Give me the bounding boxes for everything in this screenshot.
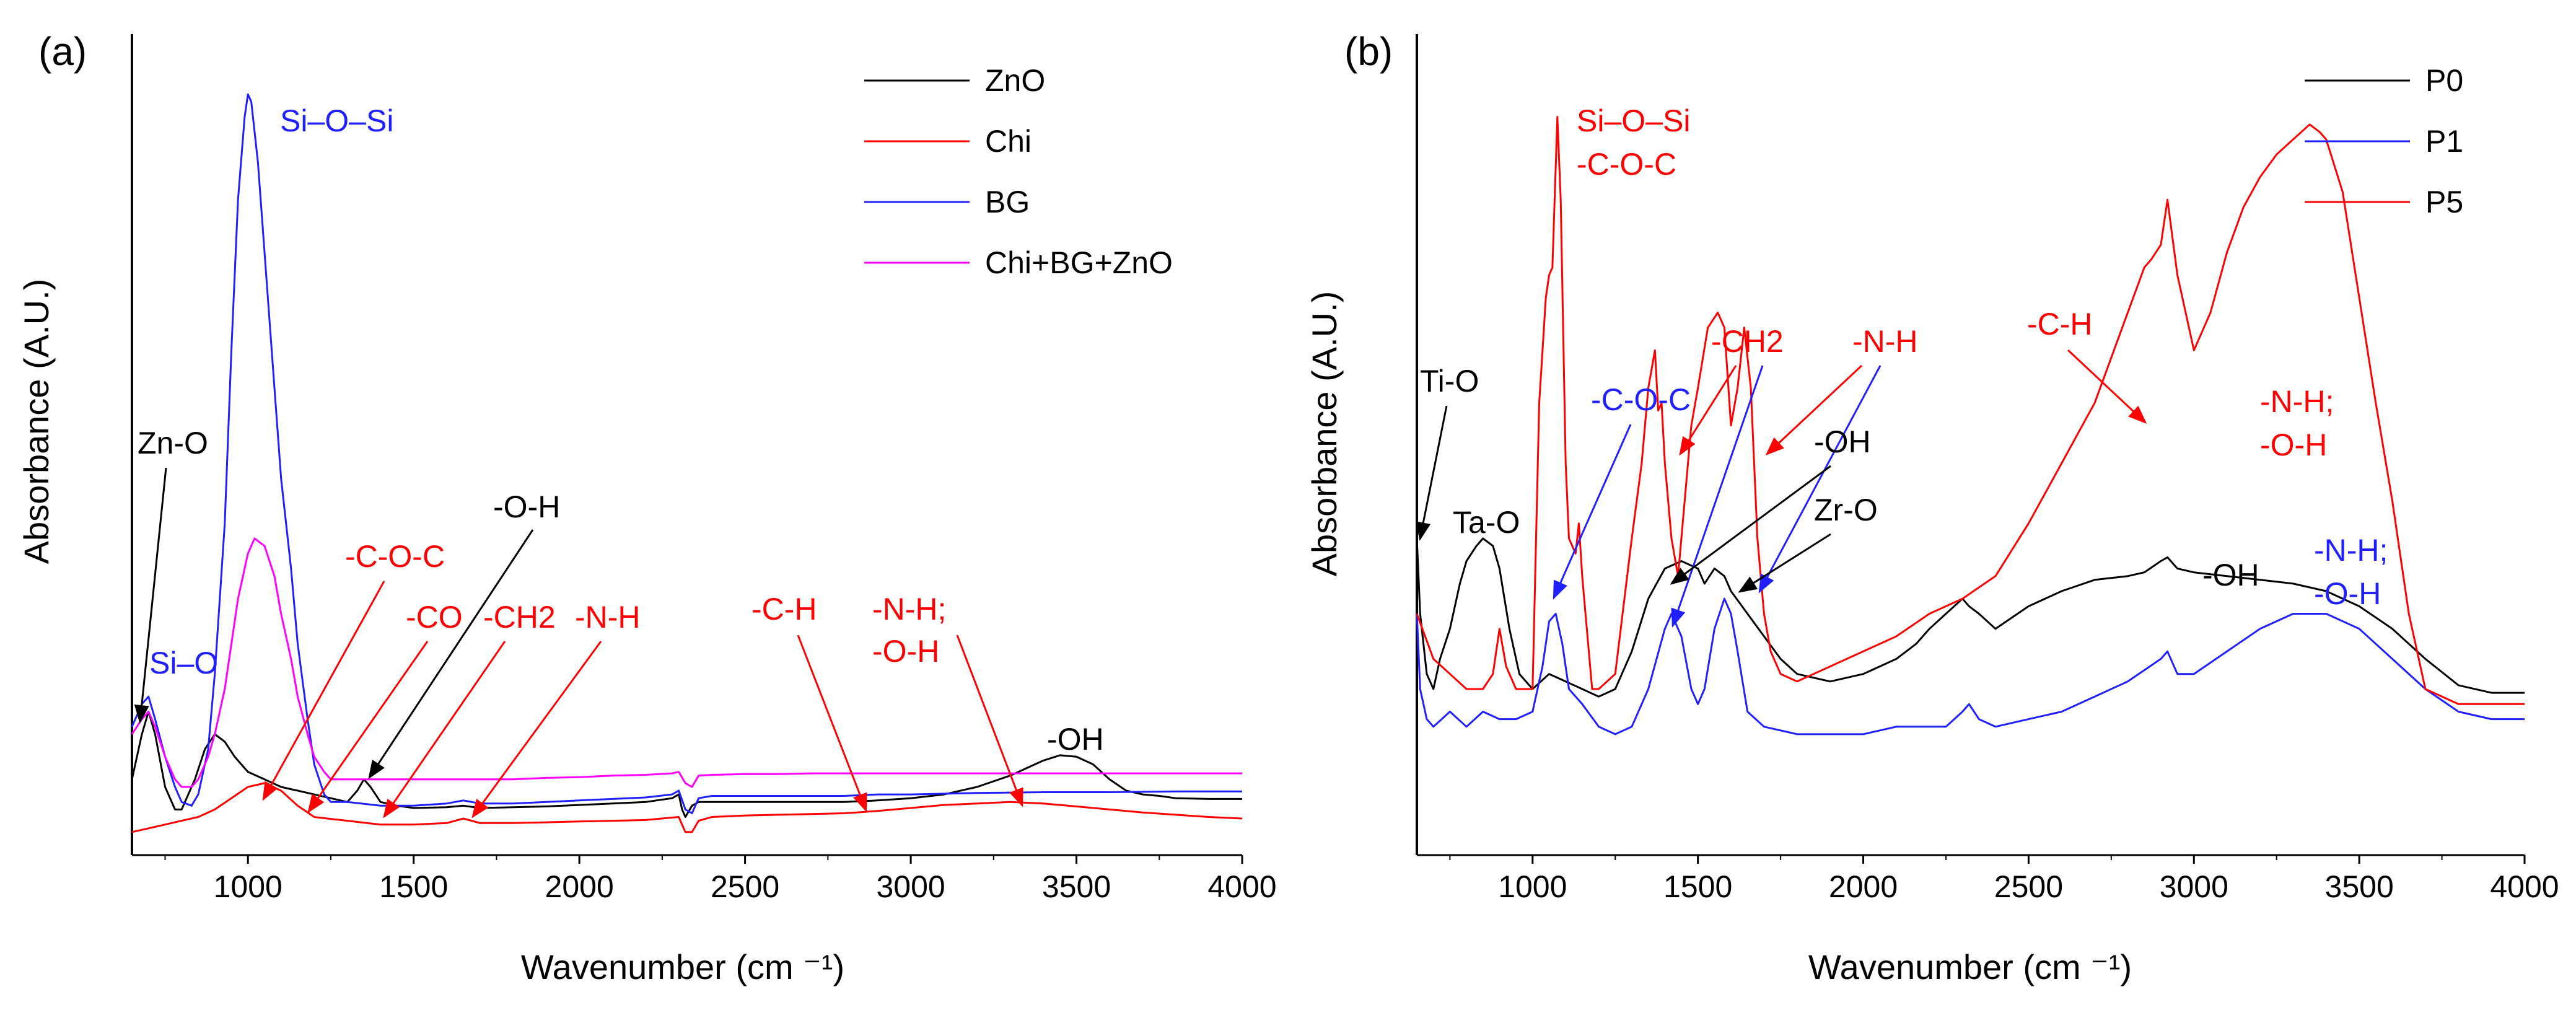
legend-label-p5: P5 — [2425, 185, 2463, 219]
arrow-ch2-a — [383, 641, 506, 819]
annotation-oh-a: -OH — [1047, 722, 1104, 757]
arrow-ti-o — [1416, 405, 1448, 541]
annotation-c-h-b: -C-H — [2027, 307, 2093, 341]
annotation-o-h-red-a: -O-H — [872, 634, 939, 669]
annotation-n-h-semicolon-blue-b: -N-H; — [2314, 533, 2388, 568]
x-axis-title-a: Wavenumber (cm ⁻¹) — [521, 947, 844, 986]
annotation-o-h-a: -O-H — [493, 490, 560, 524]
legend-label-bg: BG — [985, 185, 1030, 219]
arrow-c-h-a — [797, 635, 867, 812]
arrow-ch2-red-b — [1679, 365, 1737, 456]
x-tick-label-b-0: 1000 — [1498, 869, 1567, 904]
arrow-n-h-blue-b — [1758, 365, 1882, 594]
series-line-a-chi — [131, 782, 1243, 833]
legend-label-chi-bg-zno: Chi+BG+ZnO — [985, 245, 1173, 280]
annotation-si-o: Si–O — [149, 646, 218, 680]
annotation-zr-o: Zr-O — [1814, 493, 1878, 527]
panel-label-b: (b) — [1344, 29, 1393, 74]
x-tick-label-a-6: 4000 — [1207, 869, 1276, 904]
annotation-ti-o: Ti-O — [1420, 364, 1479, 398]
annotation-oh-black-b: -OH — [1814, 424, 1871, 459]
annotation-zn-o: Zn-O — [138, 426, 208, 460]
x-tick-label-a-0: 1000 — [214, 869, 283, 904]
x-tick-label-a-1: 1500 — [379, 869, 448, 904]
arrow-c-h-b — [2067, 349, 2147, 424]
annotation-si-o-si-b: Si–O–Si — [1577, 103, 1690, 138]
annotation-co-a: -CO — [406, 600, 463, 635]
legend-b: P0 P1 P5 — [2305, 63, 2463, 219]
x-tick-label-a-3: 2500 — [711, 869, 779, 904]
arrow-o-h-a — [368, 529, 534, 779]
legend-label-p1: P1 — [2425, 124, 2463, 159]
annotation-c-o-c-a: -C-O-C — [345, 539, 445, 574]
series-line-b-p0 — [1416, 537, 2525, 698]
x-tick-label-b-3: 2500 — [1994, 869, 2063, 904]
legend-label-p0: P0 — [2425, 63, 2463, 98]
series-line-a-chi-bg-zno — [131, 537, 1242, 788]
series-group-b — [1416, 116, 2525, 736]
annotation-ch2-a: -CH2 — [483, 600, 556, 635]
arrow-n-h-o-h-a — [956, 635, 1023, 807]
annotation-o-h-blue-b: -O-H — [2314, 576, 2381, 611]
arrow-zn-o — [134, 467, 167, 724]
plot-area-b: 1000 1500 2000 2500 3000 3500 4000 — [1416, 34, 2559, 904]
annotation-ta-o: Ta-O — [1453, 505, 1520, 540]
panel-label-a: (a) — [38, 29, 87, 74]
series-line-b-p5 — [1416, 116, 2525, 705]
arrow-n-h-a — [471, 641, 602, 819]
plot-area-a: 1000 1500 2000 2500 3000 3500 4000 — [131, 34, 1277, 904]
series-line-b-p1 — [1416, 597, 2525, 736]
annotation-n-h-a: -N-H — [575, 600, 641, 635]
annotation-si-o-si-a: Si–O–Si — [280, 103, 393, 138]
x-ticks-b: 1000 1500 2000 2500 3000 3500 4000 — [1449, 855, 2559, 904]
x-tick-label-b-4: 3000 — [2160, 869, 2228, 904]
arrow-c-o-c-blue-b — [1553, 424, 1632, 600]
annotation-c-o-c-red-b: -C-O-C — [1577, 147, 1676, 182]
annotation-n-h-semicolon-red-b: -N-H; — [2260, 384, 2334, 419]
x-tick-label-a-4: 3000 — [876, 869, 945, 904]
x-tick-label-b-6: 4000 — [2490, 869, 2559, 904]
x-tick-label-b-1: 1500 — [1663, 869, 1732, 904]
x-ticks-a: 1000 1500 2000 2500 3000 3500 4000 — [164, 855, 1277, 904]
panel-a: (a) Absorbance (A.U.) Wavenumber (cm ⁻¹)… — [17, 29, 1277, 986]
annotation-oh-black-right-b: -OH — [2202, 558, 2259, 592]
arrow-n-h-red-b — [1765, 364, 1863, 456]
x-tick-label-a-2: 2000 — [545, 869, 614, 904]
annotations-a: Zn-O Si–O Si–O–Si -O-H -C-O-C -CO -CH2 -… — [134, 103, 1104, 819]
arrow-zr-o — [1738, 533, 1831, 593]
annotation-n-h-b: -N-H — [1852, 324, 1918, 359]
series-line-a-bg — [131, 93, 1242, 814]
series-group-a — [131, 93, 1243, 833]
x-tick-label-a-5: 3500 — [1042, 869, 1111, 904]
annotation-ch2-b: -CH2 — [1711, 324, 1784, 359]
legend-a: ZnO Chi BG Chi+BG+ZnO — [864, 63, 1173, 280]
legend-label-chi: Chi — [985, 124, 1032, 159]
series-line-a-zno — [131, 711, 1242, 818]
annotation-c-o-c-blue-b: -C-O-C — [1591, 382, 1691, 417]
panel-b: (b) Absorbance (A.U.) Wavenumber (cm ⁻¹)… — [1305, 29, 2559, 986]
arrow-co-a — [307, 641, 429, 814]
y-axis-title-a: Absorbance (A.U.) — [17, 279, 56, 564]
annotations-b: Ti-O Ta-O Si–O–Si -C-O-C -C-O-C -CH2 -N-… — [1416, 103, 2388, 628]
annotation-n-h-semicolon-a: -N-H; — [872, 592, 946, 626]
x-tick-label-b-5: 3500 — [2325, 869, 2394, 904]
x-tick-label-b-2: 2000 — [1829, 869, 1898, 904]
x-axis-title-b: Wavenumber (cm ⁻¹) — [1808, 947, 2132, 986]
legend-label-zno: ZnO — [985, 63, 1045, 98]
arrow-c-o-c-a — [262, 581, 385, 801]
annotation-o-h-red-b: -O-H — [2260, 428, 2327, 462]
y-axis-title-b: Absorbance (A.U.) — [1305, 291, 1344, 577]
annotation-c-h-a: -C-H — [751, 592, 817, 626]
arrow-oh-black-b — [1670, 465, 1831, 585]
